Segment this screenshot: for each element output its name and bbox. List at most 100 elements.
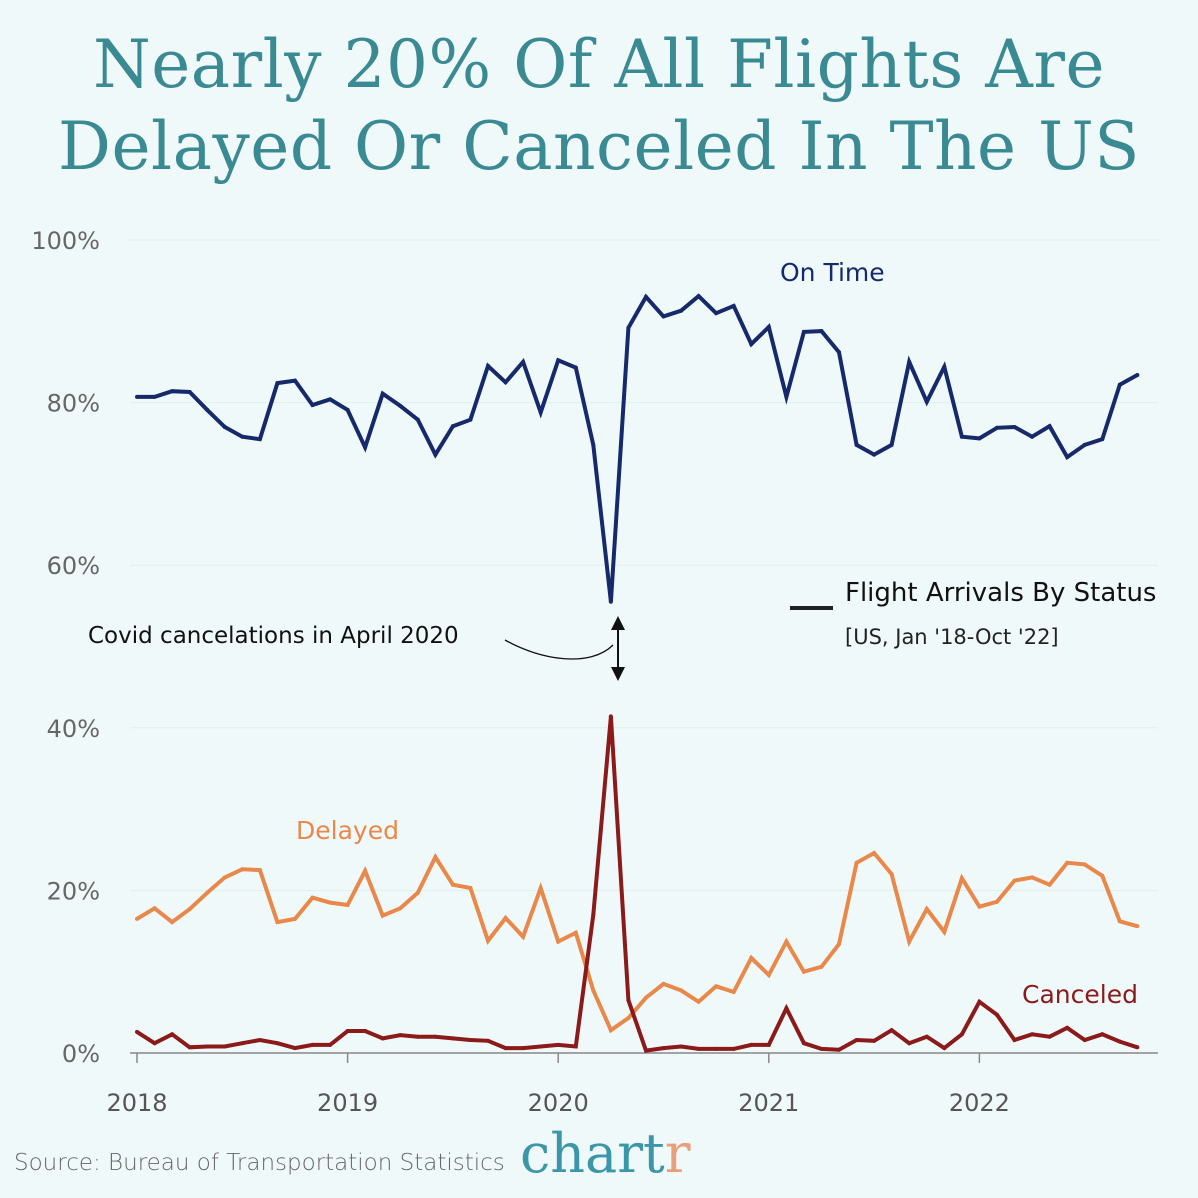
data-point-on-time [1082,442,1087,447]
data-point-on-time [135,394,139,399]
legend-title: Flight Arrivals By Status [845,578,1156,608]
data-point-on-time [1100,437,1105,442]
data-point-canceled [696,1046,701,1051]
data-point-canceled [310,1042,315,1047]
data-point-canceled [819,1046,824,1051]
data-point-on-time [837,350,841,355]
data-point-canceled [468,1037,473,1042]
data-point-delayed [626,1016,631,1021]
data-point-canceled [450,1036,455,1041]
data-point-canceled [257,1037,262,1042]
data-point-delayed [292,916,297,921]
x-tick-label: 2018 [106,1089,167,1117]
series-label-canceled: Canceled [1022,980,1138,1009]
data-point-delayed [345,903,350,908]
data-point-on-time [749,342,754,347]
data-point-on-time [328,397,333,402]
data-point-delayed [1100,873,1105,878]
data-point-canceled [907,1041,912,1046]
data-point-delayed [1030,875,1035,880]
data-point-canceled [573,1044,578,1049]
data-point-delayed [784,939,789,944]
data-point-canceled [889,1028,894,1033]
data-point-on-time [731,303,736,308]
data-point-on-time [573,365,578,370]
series-line-canceled [135,716,1138,1053]
data-point-delayed [959,876,964,881]
data-point-on-time [696,294,701,299]
data-point-canceled [872,1038,877,1043]
data-point-canceled [222,1044,227,1049]
data-point-delayed [608,1028,613,1033]
data-point-canceled [187,1045,192,1050]
data-point-canceled [1082,1037,1087,1042]
data-point-on-time [187,390,192,395]
data-point-delayed [801,969,806,974]
data-point-delayed [152,906,157,911]
data-point-on-time [257,437,262,442]
data-point-delayed [924,907,929,912]
data-point-canceled [959,1032,964,1037]
y-tick-label: 60% [47,552,100,580]
y-tick-label: 40% [47,715,100,743]
data-point-delayed [1012,878,1017,883]
data-point-delayed [591,988,596,993]
data-point-on-time [556,358,561,363]
data-point-canceled [1065,1025,1070,1030]
data-point-delayed [714,984,719,989]
data-point-on-time [819,329,824,334]
data-point-on-time [608,599,613,604]
data-point-canceled [1100,1032,1105,1037]
data-point-on-time [784,394,789,399]
data-point-delayed [521,934,526,939]
data-point-canceled [994,1012,999,1017]
data-point-canceled [1135,1045,1140,1050]
data-point-delayed [977,904,982,909]
data-point-canceled [152,1041,157,1046]
data-point-delayed [363,868,368,873]
data-point-canceled [591,912,596,917]
data-point-delayed [1135,924,1140,929]
chartr-logo: chartr [520,1122,691,1185]
data-point-on-time [503,380,508,385]
data-point-on-time [801,329,806,334]
data-point-delayed [310,895,315,900]
data-point-canceled [275,1041,280,1046]
data-point-on-time [170,389,175,394]
data-point-on-time [275,381,280,386]
data-point-on-time [591,442,596,447]
data-point-canceled [328,1042,333,1047]
data-point-on-time [398,403,403,408]
data-point-canceled [135,1029,139,1034]
data-point-delayed [749,955,754,960]
data-point-on-time [433,452,438,457]
title-line-1: Nearly 20% Of All Flights Are [92,26,1106,103]
data-point-canceled [784,1006,789,1011]
series-label-delayed: Delayed [296,816,399,845]
data-point-on-time [538,410,543,415]
data-point-on-time [1030,434,1035,439]
data-point-canceled [240,1041,245,1046]
data-point-on-time [643,294,648,299]
data-point-canceled [1047,1034,1052,1039]
data-point-on-time [1047,424,1052,429]
y-tick-label: 0% [62,1040,100,1068]
data-point-canceled [292,1046,297,1051]
data-point-on-time [468,417,473,422]
data-point-delayed [573,930,578,935]
data-point-delayed [187,907,192,912]
data-point-on-time [959,434,964,439]
data-point-delayed [486,938,490,943]
data-point-delayed [1082,862,1087,867]
data-point-delayed [415,890,420,895]
data-point-delayed [643,995,648,1000]
data-point-delayed [222,875,227,880]
data-point-on-time [363,445,368,450]
data-point-canceled [801,1041,806,1046]
annotation-text: Covid cancelations in April 2020 [88,623,459,649]
data-point-canceled [731,1046,736,1051]
data-point-canceled [626,998,631,1003]
data-point-canceled [380,1036,385,1041]
data-point-on-time [907,359,912,364]
